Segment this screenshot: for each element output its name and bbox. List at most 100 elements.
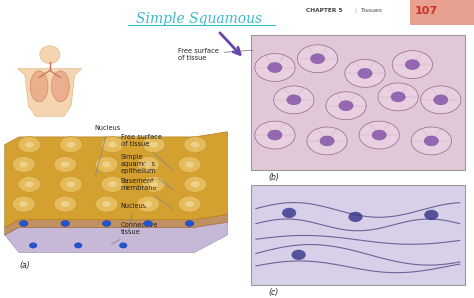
Ellipse shape (255, 54, 295, 81)
Ellipse shape (19, 162, 28, 167)
Ellipse shape (61, 201, 70, 207)
Text: Nucleus: Nucleus (121, 203, 147, 230)
Ellipse shape (359, 121, 399, 149)
Ellipse shape (185, 201, 194, 207)
Ellipse shape (424, 210, 438, 220)
Ellipse shape (101, 176, 124, 193)
Ellipse shape (144, 201, 152, 207)
Ellipse shape (61, 221, 70, 226)
Ellipse shape (320, 136, 334, 146)
Ellipse shape (108, 181, 117, 187)
Ellipse shape (18, 136, 41, 153)
Ellipse shape (60, 136, 82, 153)
Ellipse shape (25, 142, 34, 148)
Ellipse shape (52, 71, 69, 102)
Text: Free surface
of tissue: Free surface of tissue (121, 134, 173, 171)
Ellipse shape (18, 176, 41, 193)
Ellipse shape (19, 201, 28, 207)
Text: (c): (c) (268, 288, 279, 297)
Text: Nucleus: Nucleus (95, 125, 121, 176)
Ellipse shape (274, 86, 314, 114)
Ellipse shape (137, 196, 159, 212)
Ellipse shape (150, 181, 158, 187)
Ellipse shape (102, 221, 111, 226)
Ellipse shape (102, 201, 111, 207)
Ellipse shape (391, 92, 405, 102)
Ellipse shape (282, 208, 296, 218)
Bar (251, 35, 465, 170)
Ellipse shape (434, 95, 448, 105)
Ellipse shape (191, 142, 200, 148)
Ellipse shape (119, 243, 127, 248)
FancyBboxPatch shape (410, 0, 474, 25)
Text: Free surface
of tissue: Free surface of tissue (178, 48, 253, 61)
Ellipse shape (405, 60, 419, 69)
Ellipse shape (298, 45, 337, 73)
Ellipse shape (185, 221, 194, 226)
Ellipse shape (268, 63, 282, 72)
Ellipse shape (40, 46, 60, 63)
Ellipse shape (12, 156, 35, 173)
Ellipse shape (95, 196, 118, 212)
Ellipse shape (255, 121, 295, 149)
Ellipse shape (137, 156, 159, 173)
Text: Simple
aquamous
epithelium: Simple aquamous epithelium (121, 154, 173, 190)
Text: 107: 107 (415, 6, 438, 16)
Ellipse shape (66, 181, 75, 187)
Ellipse shape (345, 60, 385, 87)
Ellipse shape (378, 83, 419, 111)
Ellipse shape (95, 156, 118, 173)
Ellipse shape (12, 196, 35, 212)
Ellipse shape (102, 162, 111, 167)
Ellipse shape (29, 243, 37, 248)
Text: Tissues: Tissues (360, 8, 382, 13)
Ellipse shape (150, 142, 158, 148)
Ellipse shape (108, 142, 117, 148)
Ellipse shape (287, 95, 301, 105)
Ellipse shape (54, 156, 77, 173)
Ellipse shape (30, 71, 48, 102)
Polygon shape (5, 132, 228, 227)
Text: |: | (355, 7, 356, 13)
Ellipse shape (191, 181, 200, 187)
Polygon shape (5, 222, 228, 252)
Ellipse shape (185, 162, 194, 167)
Text: Basement
membrane: Basement membrane (121, 179, 173, 209)
Ellipse shape (392, 51, 433, 79)
Ellipse shape (60, 176, 82, 193)
Polygon shape (18, 69, 82, 116)
Ellipse shape (142, 136, 165, 153)
Ellipse shape (54, 196, 77, 212)
Ellipse shape (292, 250, 306, 260)
Ellipse shape (411, 127, 451, 155)
Ellipse shape (144, 221, 152, 226)
Ellipse shape (61, 162, 70, 167)
Ellipse shape (421, 86, 461, 114)
Text: (b): (b) (268, 173, 279, 182)
Text: Connective
tissue: Connective tissue (111, 223, 158, 244)
Ellipse shape (358, 69, 372, 78)
Ellipse shape (184, 176, 207, 193)
Bar (251, 185, 465, 285)
Ellipse shape (178, 196, 201, 212)
Ellipse shape (144, 162, 152, 167)
Ellipse shape (178, 156, 201, 173)
Ellipse shape (326, 92, 366, 119)
Ellipse shape (19, 221, 28, 226)
Ellipse shape (74, 243, 82, 248)
Ellipse shape (307, 127, 347, 155)
Ellipse shape (339, 101, 353, 111)
Polygon shape (5, 215, 228, 235)
Ellipse shape (66, 142, 75, 148)
Ellipse shape (142, 176, 165, 193)
Ellipse shape (372, 130, 386, 140)
Ellipse shape (348, 212, 363, 222)
Ellipse shape (310, 54, 325, 64)
Ellipse shape (424, 136, 438, 146)
Text: (a): (a) (19, 261, 29, 270)
Ellipse shape (268, 130, 282, 140)
Ellipse shape (184, 136, 207, 153)
Ellipse shape (25, 181, 34, 187)
Text: CHAPTER 5: CHAPTER 5 (306, 8, 342, 13)
Text: Simple Squamous: Simple Squamous (136, 12, 262, 26)
